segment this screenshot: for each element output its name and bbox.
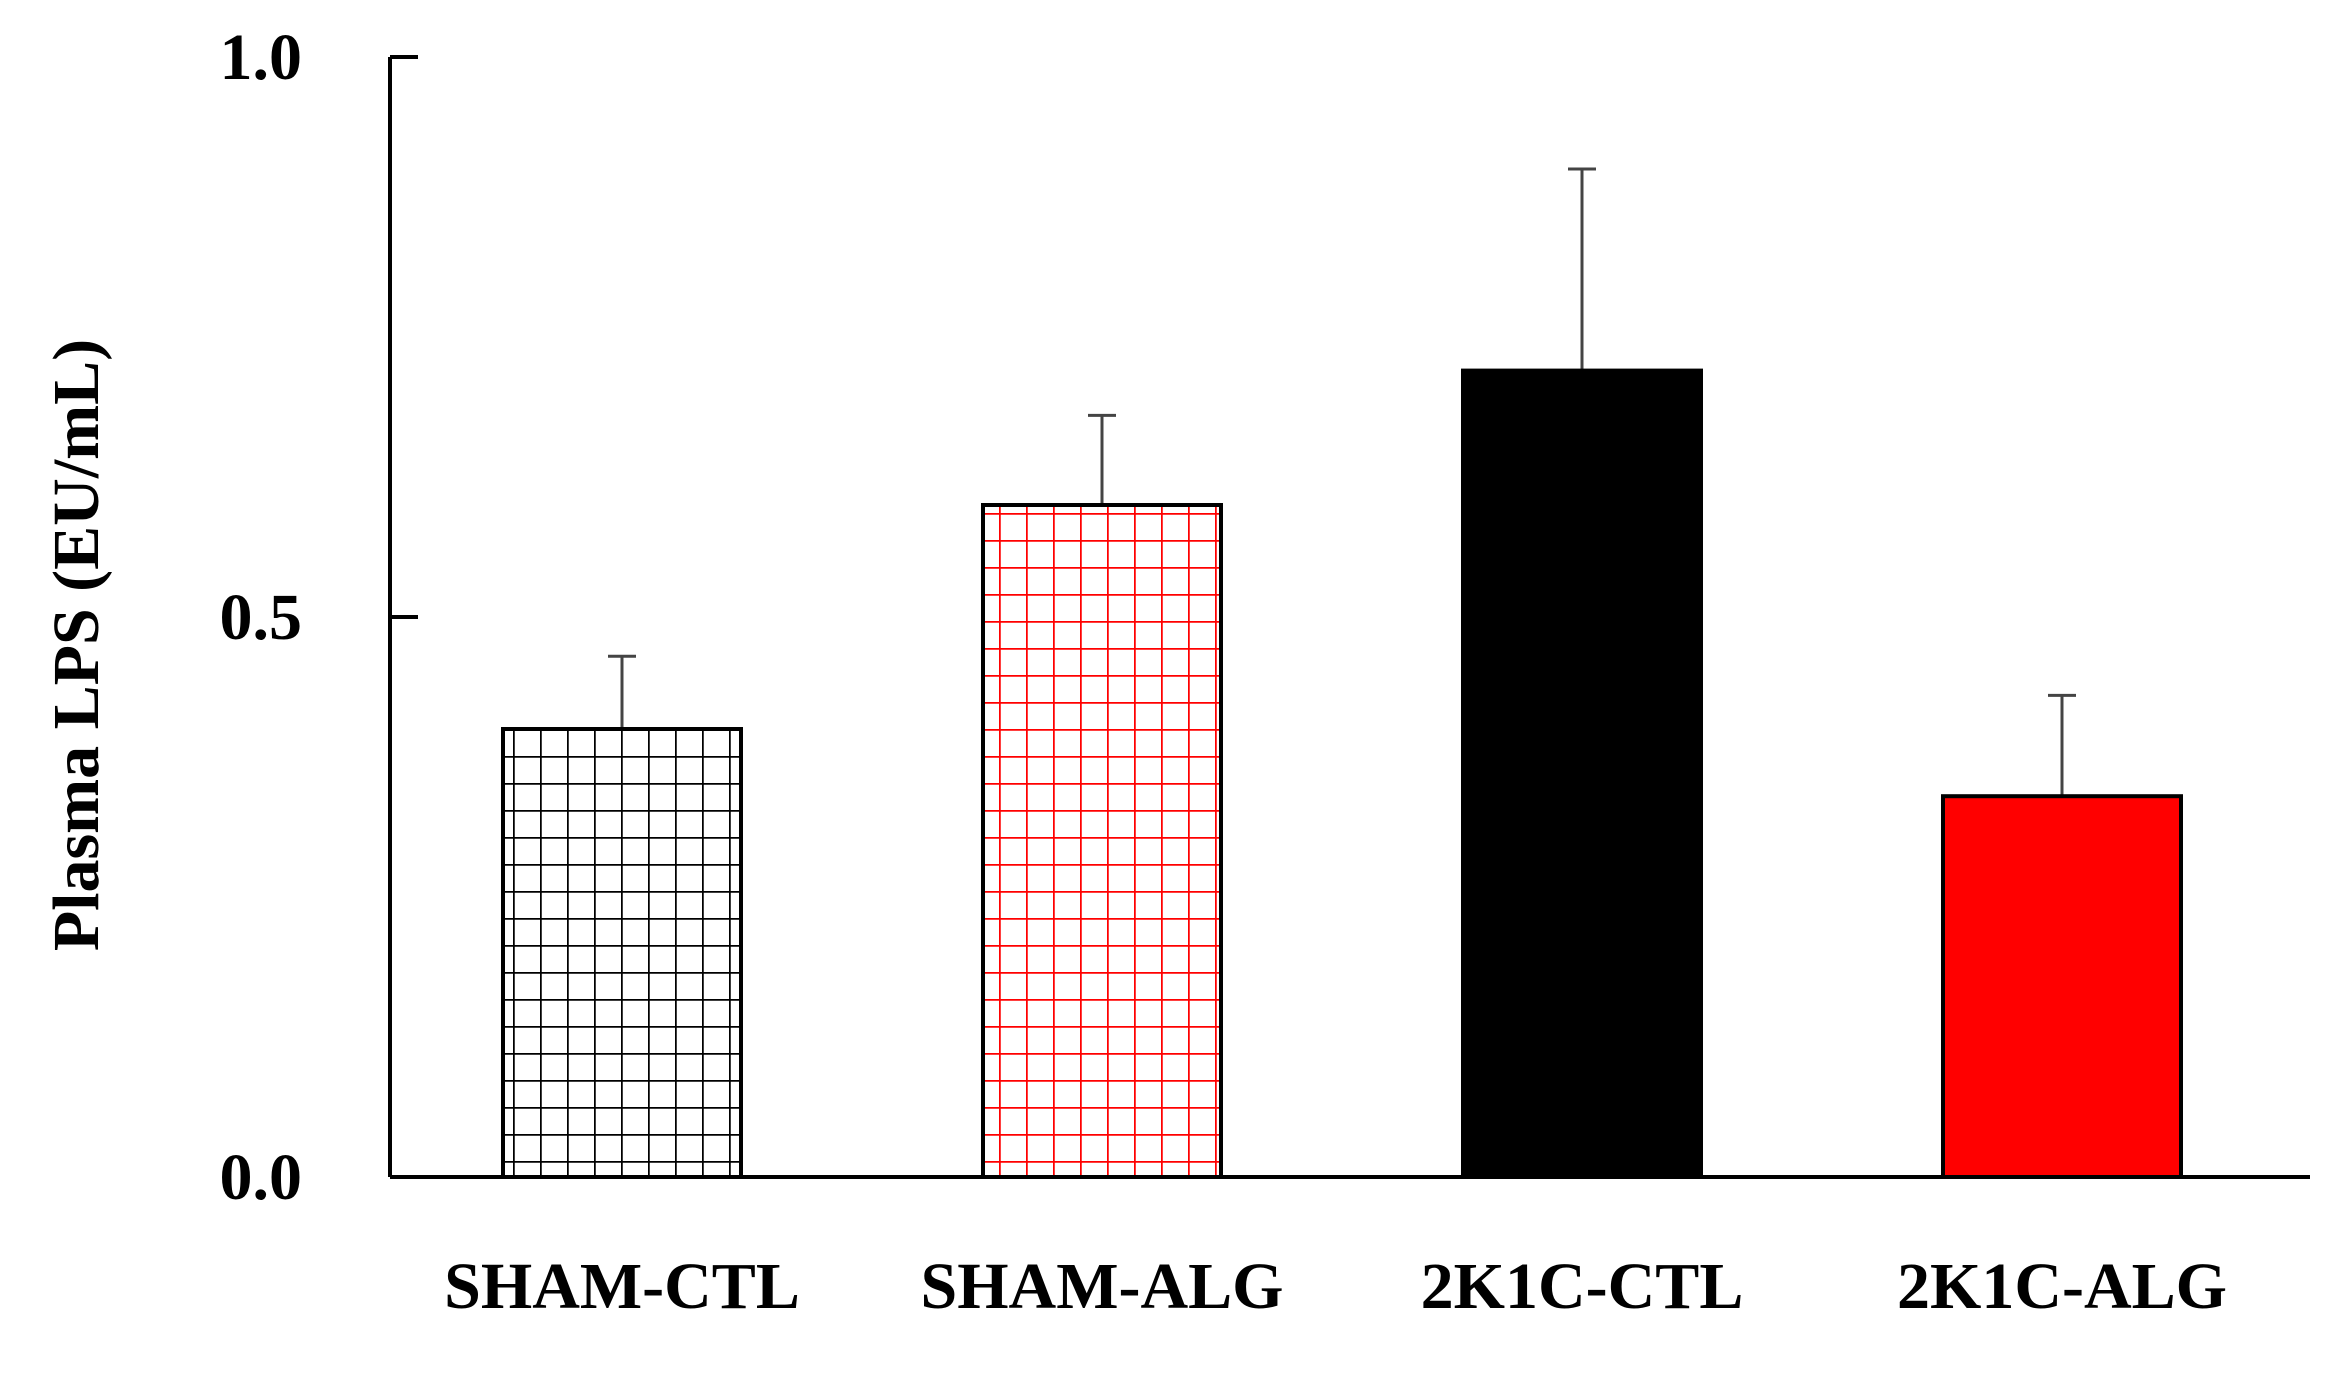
bar [1461,368,1703,1180]
y-tick-label: 0.0 [220,1141,303,1214]
y-tick-label: 0.5 [220,581,303,654]
bar [1941,794,2183,1179]
x-category-label: SHAM-CTL [444,1250,800,1323]
bar [501,727,743,1179]
y-axis-label: Plasma LPS (EU/mL) [40,339,113,951]
y-tick-label: 1.0 [220,21,303,94]
bar [981,503,1223,1179]
x-category-label: 2K1C-CTL [1421,1250,1744,1323]
x-category-label: SHAM-ALG [921,1250,1284,1323]
x-category-label: 2K1C-ALG [1897,1250,2227,1323]
